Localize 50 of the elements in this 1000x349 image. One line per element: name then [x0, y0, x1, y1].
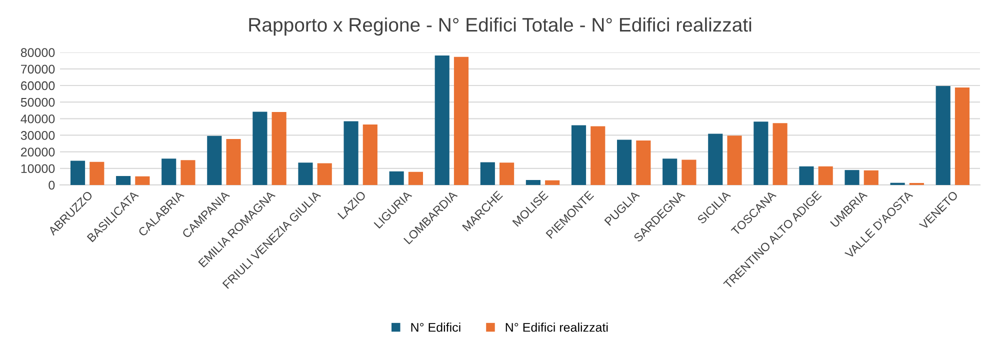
y-tick-label: 40000	[20, 114, 55, 124]
bar	[526, 180, 540, 185]
bar	[480, 162, 495, 185]
bar	[545, 180, 560, 185]
bar	[298, 162, 313, 185]
bar	[90, 162, 104, 185]
bar	[772, 123, 788, 185]
bar	[590, 126, 606, 185]
bar	[954, 87, 970, 185]
bar	[636, 140, 651, 185]
bar	[617, 140, 632, 185]
legend-label: N° Edifici realizzati	[506, 322, 608, 332]
bar	[799, 166, 814, 185]
bar	[434, 56, 450, 185]
bar	[682, 160, 696, 185]
bar	[844, 170, 860, 185]
bar	[408, 172, 423, 185]
bar	[180, 160, 196, 185]
bar	[818, 166, 833, 185]
bar	[135, 176, 150, 185]
y-tick-label: 60000	[21, 81, 55, 90]
chart-title: Rapporto x Regione - N° Edifici Totale - N° Edifici realizzati	[249, 17, 752, 36]
bar	[708, 134, 723, 185]
y-tick-label: 10000	[21, 164, 55, 174]
y-tick-label: 30000	[20, 131, 55, 140]
y-tick-label: 0	[48, 180, 55, 190]
bar	[207, 136, 222, 185]
legend-label: N° Edifici	[411, 322, 460, 332]
bar	[936, 86, 950, 185]
y-tick-label: 50000	[20, 98, 55, 107]
bar	[500, 162, 514, 185]
bar	[454, 56, 469, 185]
y-tick-label: 70000	[21, 64, 55, 74]
bar	[116, 176, 131, 185]
bar	[272, 112, 286, 185]
bar	[389, 171, 404, 185]
bar	[317, 163, 332, 185]
bar	[344, 121, 358, 185]
bar	[864, 170, 878, 185]
bar	[754, 122, 768, 185]
bar	[162, 158, 176, 185]
bar	[571, 125, 586, 185]
bar	[727, 136, 742, 185]
bar	[252, 112, 268, 185]
bar	[662, 158, 678, 185]
y-tick-label: 20000	[21, 148, 55, 156]
bar	[70, 160, 86, 185]
bar	[362, 124, 378, 185]
y-tick-label: 80000	[20, 48, 55, 57]
bar	[226, 139, 241, 185]
